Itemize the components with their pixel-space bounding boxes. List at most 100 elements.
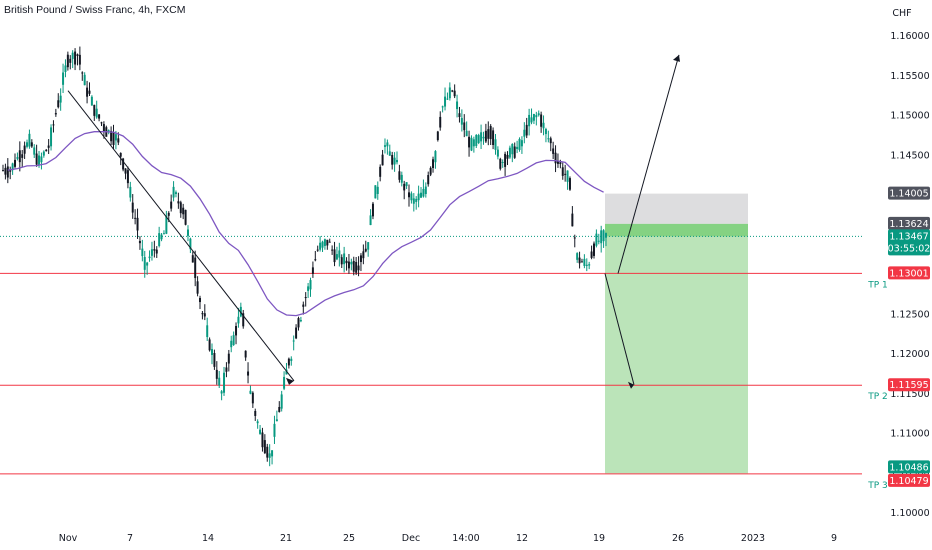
candle-body[interactable] [114, 134, 117, 141]
candle-body[interactable] [458, 113, 461, 118]
candle-body[interactable] [167, 212, 170, 216]
candle-body[interactable] [547, 138, 550, 140]
candle-body[interactable] [172, 186, 175, 198]
candle-body[interactable] [227, 353, 230, 364]
candle-body[interactable] [434, 151, 437, 163]
candle-body[interactable] [395, 159, 398, 163]
candle-body[interactable] [328, 241, 331, 243]
candle-body[interactable] [412, 198, 415, 204]
candle-body[interactable] [338, 250, 341, 258]
candle-body[interactable] [225, 367, 228, 372]
candle-body[interactable] [463, 122, 466, 131]
candle-body[interactable] [148, 256, 151, 259]
candle-body[interactable] [158, 233, 161, 246]
candle-body[interactable] [6, 166, 9, 178]
candle-body[interactable] [436, 131, 439, 141]
candle-body[interactable] [90, 96, 93, 106]
candle-body[interactable] [38, 155, 41, 166]
candle-body[interactable] [74, 51, 77, 65]
candle-body[interactable] [316, 249, 319, 251]
candle-body[interactable] [357, 265, 360, 271]
tp3-target-badge[interactable] [888, 460, 930, 474]
candle-body[interactable] [590, 251, 593, 258]
candle-body[interactable] [64, 65, 67, 72]
candle-body[interactable] [573, 237, 576, 239]
candle-body[interactable] [232, 335, 235, 346]
candle-body[interactable] [605, 233, 607, 238]
candle-body[interactable] [513, 146, 516, 158]
candle-body[interactable] [552, 148, 555, 154]
candle-body[interactable] [556, 161, 559, 164]
candle-body[interactable] [52, 124, 55, 126]
candle-body[interactable] [319, 242, 322, 250]
candle-body[interactable] [432, 159, 435, 169]
candle-body[interactable] [299, 320, 302, 322]
candle-body[interactable] [482, 136, 485, 139]
candle-body[interactable] [182, 207, 185, 215]
candle-body[interactable] [69, 58, 72, 63]
candle-body[interactable] [525, 124, 528, 136]
candle-body[interactable] [244, 350, 247, 358]
candle-body[interactable] [484, 130, 487, 142]
candle-body[interactable] [540, 114, 543, 127]
candle-body[interactable] [292, 340, 295, 342]
candle-body[interactable] [350, 261, 353, 265]
candle-body[interactable] [345, 260, 348, 264]
candle-body[interactable] [40, 156, 43, 163]
candle-body[interactable] [208, 339, 211, 351]
candle-body[interactable] [153, 249, 156, 251]
candle-body[interactable] [311, 267, 314, 274]
candle-body[interactable] [50, 127, 53, 147]
candle-body[interactable] [578, 257, 581, 264]
candle-body[interactable] [143, 256, 146, 270]
candle-body[interactable] [271, 450, 274, 457]
candle-body[interactable] [297, 318, 300, 328]
candle-body[interactable] [535, 115, 538, 118]
candle-body[interactable] [376, 186, 379, 194]
candle-body[interactable] [95, 108, 98, 118]
candle-body[interactable] [383, 145, 386, 147]
candle-body[interactable] [398, 171, 401, 180]
candle-body[interactable] [472, 139, 475, 147]
candle-body[interactable] [379, 166, 382, 177]
candle-body[interactable] [18, 150, 21, 163]
candle-body[interactable] [88, 90, 91, 94]
candle-body[interactable] [117, 138, 120, 143]
candle-body[interactable] [494, 139, 497, 150]
candle-body[interactable] [588, 264, 591, 266]
candle-body[interactable] [477, 135, 480, 143]
candle-body[interactable] [138, 240, 141, 244]
candle-body[interactable] [393, 157, 396, 165]
tp2-price-badge[interactable] [888, 378, 930, 392]
candle-body[interactable] [528, 114, 531, 127]
candle-body[interactable] [26, 142, 29, 147]
candle-body[interactable] [4, 167, 7, 175]
candle-body[interactable] [597, 240, 600, 242]
candle-body[interactable] [78, 54, 81, 65]
candle-body[interactable] [165, 215, 168, 234]
candle-body[interactable] [321, 241, 324, 248]
candle-body[interactable] [343, 253, 346, 265]
candle-body[interactable] [371, 203, 374, 217]
candle-body[interactable] [45, 149, 48, 152]
candle-body[interactable] [191, 255, 194, 263]
trend-line[interactable] [67, 90, 295, 382]
candle-body[interactable] [323, 239, 326, 246]
candle-body[interactable] [444, 96, 447, 107]
candle-body[interactable] [511, 143, 514, 155]
candle-body[interactable] [367, 242, 370, 250]
candle-body[interactable] [126, 170, 129, 184]
candle-body[interactable] [256, 421, 259, 424]
candle-body[interactable] [201, 313, 204, 315]
entry-price-badge[interactable] [888, 216, 930, 230]
candle-body[interactable] [335, 254, 338, 260]
candle-body[interactable] [571, 213, 574, 227]
candle-body[interactable] [583, 258, 586, 266]
candle-body[interactable] [362, 251, 365, 259]
candle-body[interactable] [374, 185, 377, 199]
candle-body[interactable] [184, 209, 187, 225]
candle-body[interactable] [568, 178, 571, 190]
candle-body[interactable] [266, 446, 269, 458]
candle-body[interactable] [119, 153, 122, 157]
candle-body[interactable] [86, 87, 89, 97]
